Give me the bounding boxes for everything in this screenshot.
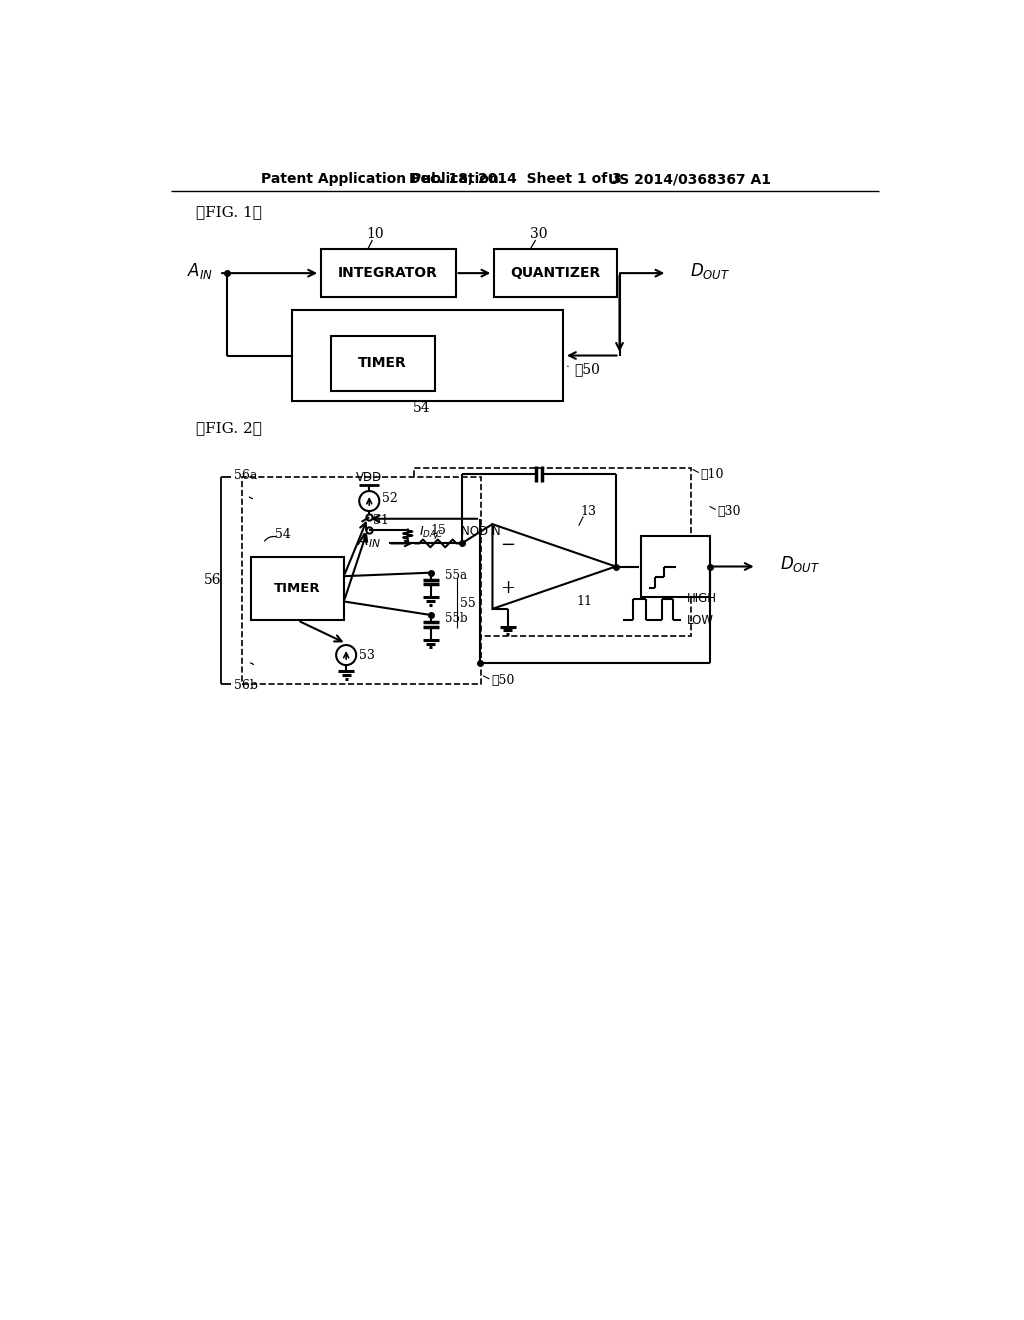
Text: 55a: 55a (444, 569, 467, 582)
Text: ∰10: ∰10 (700, 467, 724, 480)
Text: Dec. 18, 2014  Sheet 1 of 3: Dec. 18, 2014 Sheet 1 of 3 (410, 172, 622, 186)
Text: VDD: VDD (356, 471, 382, 483)
Text: ∰30: ∰30 (717, 504, 740, 517)
Text: 55b: 55b (444, 611, 467, 624)
Text: TIMER: TIMER (274, 582, 321, 595)
Text: 56a: 56a (233, 469, 257, 482)
Text: 51: 51 (373, 513, 389, 527)
Bar (292, 310, 563, 401)
Bar (243, 478, 481, 684)
Text: ∰50: ∰50 (574, 363, 600, 376)
Text: 55: 55 (460, 597, 476, 610)
Text: $A_{IN}$: $A_{IN}$ (186, 261, 213, 281)
Text: $D_{OUT}$: $D_{OUT}$ (690, 261, 731, 281)
Text: 53: 53 (359, 648, 375, 661)
Text: −: − (501, 536, 515, 554)
Text: 52: 52 (382, 492, 398, 506)
Text: $I_{DAC}$: $I_{DAC}$ (419, 524, 443, 540)
Text: QUANTIZER: QUANTIZER (511, 267, 601, 280)
Text: ∰50: ∰50 (490, 675, 514, 686)
Text: LOW: LOW (686, 614, 714, 627)
Bar (641, 536, 711, 598)
Text: 56: 56 (204, 573, 221, 587)
Text: INTEGRATOR: INTEGRATOR (338, 267, 438, 280)
Text: US 2014/0368367 A1: US 2014/0368367 A1 (608, 172, 771, 186)
Text: 11: 11 (577, 594, 593, 607)
Text: +: + (501, 578, 515, 597)
Text: NOD N: NOD N (461, 524, 501, 537)
Text: Patent Application Publication: Patent Application Publication (261, 172, 500, 186)
Text: $D_{OUT}$: $D_{OUT}$ (779, 554, 820, 574)
Bar (331, 335, 435, 391)
Text: HIGH: HIGH (686, 593, 717, 606)
Text: 【FIG. 2】: 【FIG. 2】 (196, 421, 262, 434)
Text: 【FIG. 1】: 【FIG. 1】 (196, 206, 262, 219)
Text: 13: 13 (581, 504, 597, 517)
Bar (494, 249, 617, 297)
Bar (252, 557, 344, 620)
Text: 30: 30 (529, 227, 548, 240)
Text: TIMER: TIMER (358, 356, 408, 370)
Text: 56b: 56b (233, 678, 258, 692)
Text: 10: 10 (367, 227, 384, 240)
Text: 15: 15 (431, 524, 446, 537)
Bar (321, 249, 456, 297)
Bar (414, 469, 691, 636)
Text: 54: 54 (413, 401, 430, 414)
Text: $A_{IN}$: $A_{IN}$ (357, 532, 381, 550)
Text: 54: 54 (275, 528, 291, 541)
